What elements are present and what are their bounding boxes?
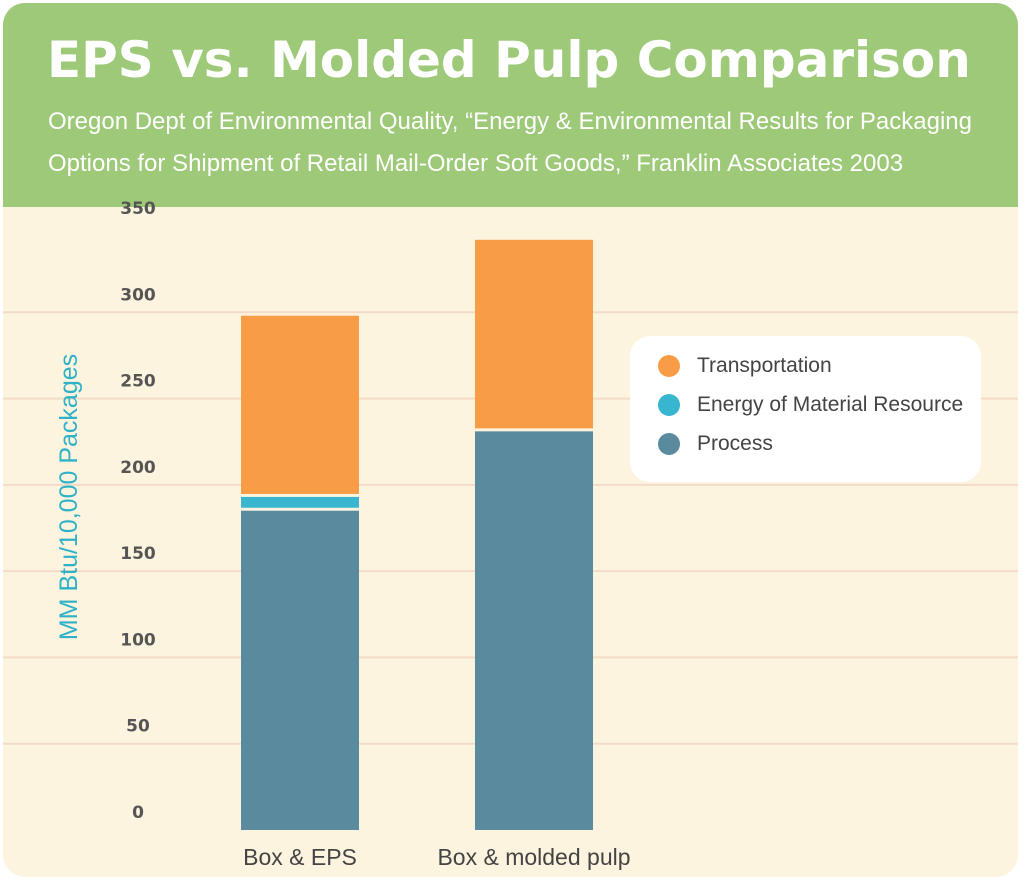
- legend-label: Energy of Material Resource: [697, 393, 964, 416]
- legend-swatch-transportation: [658, 355, 680, 377]
- bar-stacks: [241, 239, 593, 830]
- legend-swatch-process: [658, 433, 680, 455]
- y-tick-label: 250: [120, 372, 156, 392]
- x-category-label: Box & molded pulp: [437, 844, 630, 870]
- y-axis-ticks: 0 50 100 150 200 250 300 350: [120, 199, 156, 823]
- legend: Transportation Energy of Material Resour…: [630, 336, 981, 482]
- y-tick-label: 50: [126, 717, 150, 737]
- y-axis-label: MM Btu/10,000 Packages: [55, 354, 83, 640]
- y-tick-label: 300: [120, 285, 156, 305]
- legend-item-transportation: Transportation: [658, 351, 832, 381]
- subtitle-line-2: Options for Shipment of Retail Mail-Orde…: [48, 150, 904, 177]
- subtitle-line-1: Oregon Dept of Environmental Quality, “E…: [48, 108, 972, 135]
- bar-segment-process: [241, 510, 359, 830]
- legend-label: Transportation: [697, 354, 832, 377]
- chart-title: EPS vs. Molded Pulp Comparison: [47, 31, 971, 89]
- bar-segment-transportation: [475, 239, 593, 429]
- legend-item-energy-of-material-resource: Energy of Material Resource: [658, 390, 963, 420]
- bar-segment-energy-of-material-resource: [241, 496, 359, 508]
- chart-plot: 0 50 100 150 200 250 300 350 Box & EPS Box & mol…: [3, 199, 1018, 870]
- chart-header: EPS vs. Molded Pulp Comparison Oregon De…: [3, 3, 1018, 207]
- y-tick-label: 200: [120, 458, 156, 478]
- y-tick-label: 100: [120, 630, 156, 650]
- legend-item-process: Process: [658, 429, 773, 459]
- x-axis-categories: Box & EPS Box & molded pulp: [243, 844, 630, 870]
- y-tick-label: 150: [120, 544, 156, 564]
- x-category-label: Box & EPS: [243, 844, 357, 870]
- legend-label: Process: [697, 432, 773, 455]
- chart-subtitle: Oregon Dept of Environmental Quality, “E…: [48, 101, 1008, 185]
- legend-swatch-energy: [658, 394, 680, 416]
- bar-segment-transportation: [241, 315, 359, 494]
- y-tick-label: 0: [132, 803, 144, 823]
- y-tick-label: 350: [120, 199, 156, 219]
- chart-card: EPS vs. Molded Pulp Comparison Oregon De…: [3, 3, 1018, 877]
- bar-segment-process: [475, 431, 593, 830]
